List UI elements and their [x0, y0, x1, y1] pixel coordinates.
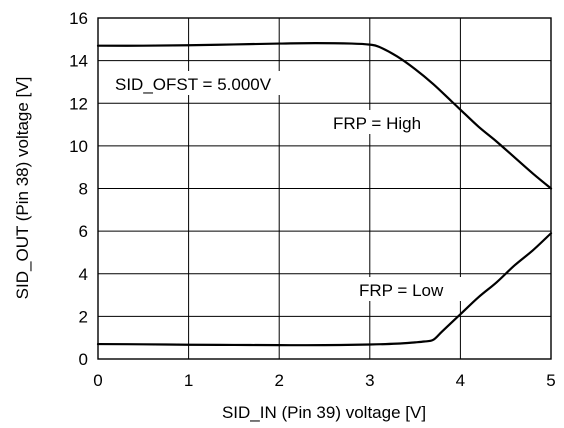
x-axis-label: SID_IN (Pin 39) voltage [V]	[222, 403, 426, 422]
frp-low-curve	[96, 232, 553, 347]
gridlines	[97, 17, 552, 360]
x-tick-label: 2	[274, 371, 283, 390]
frp-high-label: FRP = High	[333, 114, 421, 133]
y-tick-label: 14	[69, 52, 88, 71]
x-tick-label: 4	[456, 371, 465, 390]
frp-high-curve	[96, 42, 553, 190]
x-tick-labels: 0 1 2 3 4 5	[93, 371, 555, 390]
x-tick-label: 3	[365, 371, 374, 390]
y-axis-label: SID_OUT (Pin 38) voltage [V]	[13, 77, 32, 300]
y-tick-label: 16	[69, 9, 88, 28]
condition-label: SID_OFST = 5.000V	[115, 75, 272, 94]
y-tick-labels: 0 2 4 6 8 10 12 14 16	[69, 9, 88, 369]
x-tick-label: 5	[546, 371, 555, 390]
y-tick-label: 0	[79, 350, 88, 369]
frp-low-label: FRP = Low	[359, 281, 444, 300]
y-tick-label: 8	[79, 180, 88, 199]
y-tick-label: 2	[79, 307, 88, 326]
low-annotation: FRP = Low	[354, 277, 472, 301]
y-tick-label: 12	[69, 94, 88, 113]
y-tick-label: 6	[79, 222, 88, 241]
y-tick-label: 10	[69, 137, 88, 156]
x-tick-label: 0	[93, 371, 102, 390]
y-tick-label: 4	[79, 265, 88, 284]
condition-annotation: SID_OFST = 5.000V	[111, 71, 322, 95]
high-annotation: FRP = High	[329, 110, 457, 134]
x-tick-label: 1	[184, 371, 193, 390]
series-layer	[96, 42, 553, 347]
